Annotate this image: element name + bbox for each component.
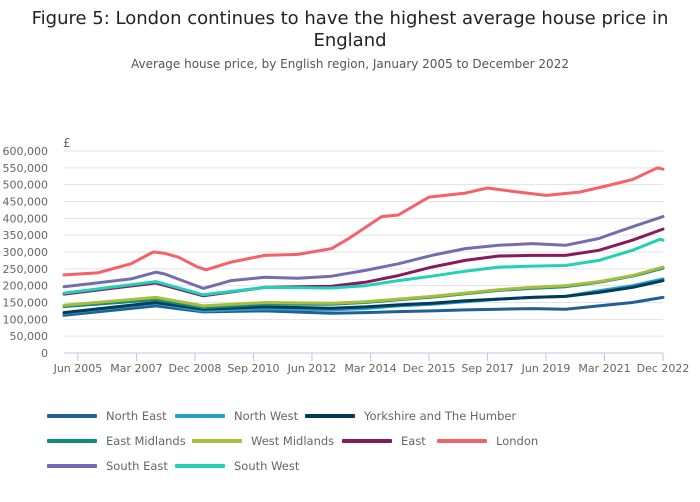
x-tick-label: Jun 2019 [521, 362, 571, 375]
legend-item[interactable]: East [342, 434, 426, 448]
y-tick-label: 450,000 [3, 196, 49, 209]
x-tick-label: Jun 2005 [53, 362, 103, 375]
legend-item[interactable]: East Midlands [47, 434, 186, 448]
legend-label: South East [106, 459, 168, 473]
legend-swatch [175, 464, 225, 468]
legend-item[interactable]: London [437, 434, 538, 448]
y-axis-unit: £ [63, 136, 71, 150]
chart-subtitle: Average house price, by English region, … [131, 57, 569, 71]
legend-label: East Midlands [106, 434, 186, 448]
legend-swatch [305, 414, 355, 418]
chart-title: Figure 5: London continues to have the h… [31, 8, 669, 51]
x-tick-label: Dec 2015 [403, 362, 456, 375]
series-line-london [62, 166, 665, 277]
legend-item[interactable]: North West [175, 409, 298, 423]
legend-item[interactable]: Yorkshire and The Humber [305, 409, 516, 423]
y-tick-label: 250,000 [3, 263, 49, 276]
y-tick-label: 100,000 [3, 313, 49, 326]
series-line-south-west [62, 237, 665, 297]
x-tick-label: Sep 2010 [227, 362, 279, 375]
series-line-west-midlands [62, 265, 665, 308]
x-tick-label: Dec 2008 [169, 362, 222, 375]
legend-item[interactable]: North East [47, 409, 167, 423]
line-chart: £ 0 50,000 100,000 150,000 200,000 250,000 300… [3, 136, 690, 375]
legend-label: North East [106, 409, 167, 423]
y-tick-label: 300,000 [3, 246, 49, 259]
series-line-yorkshire-and-the-humber [62, 279, 665, 315]
legend-item[interactable]: West Midlands [192, 434, 334, 448]
y-tick-label: 350,000 [3, 229, 49, 242]
legend-item[interactable]: South East [47, 459, 168, 473]
legend-swatch [47, 439, 97, 443]
y-tick-label: 600,000 [3, 145, 49, 158]
x-tick-label: Mar 2014 [344, 362, 396, 375]
y-tick-label: 550,000 [3, 162, 49, 175]
legend-label: South West [234, 459, 300, 473]
legend-label: North West [234, 409, 299, 423]
legend-swatch [437, 439, 487, 443]
x-tick-label: Mar 2021 [578, 362, 630, 375]
series-line-south-east [62, 215, 665, 290]
y-tick-label: 400,000 [3, 212, 49, 225]
y-tick-label: 50,000 [10, 330, 49, 343]
x-tick-label: Sep 2017 [461, 362, 513, 375]
y-tick-label: 500,000 [3, 179, 49, 192]
legend-swatch [47, 414, 97, 418]
y-tick-label: 0 [41, 347, 48, 360]
legend-label: West Midlands [251, 434, 335, 448]
legend-item[interactable]: South West [175, 459, 299, 473]
legend-label: East [401, 434, 426, 448]
x-tick-label: Jun 2012 [287, 362, 337, 375]
x-tick-label: Dec 2022 [637, 362, 690, 375]
y-tick-label: 200,000 [3, 280, 49, 293]
x-tick-label: Mar 2007 [110, 362, 162, 375]
legend-swatch [342, 439, 392, 443]
legend-label: London [496, 434, 539, 448]
y-tick-label: 150,000 [3, 297, 49, 310]
legend-swatch [47, 464, 97, 468]
legend-label: Yorkshire and The Humber [364, 409, 517, 423]
legend-swatch [175, 414, 225, 418]
legend-swatch [192, 439, 242, 443]
